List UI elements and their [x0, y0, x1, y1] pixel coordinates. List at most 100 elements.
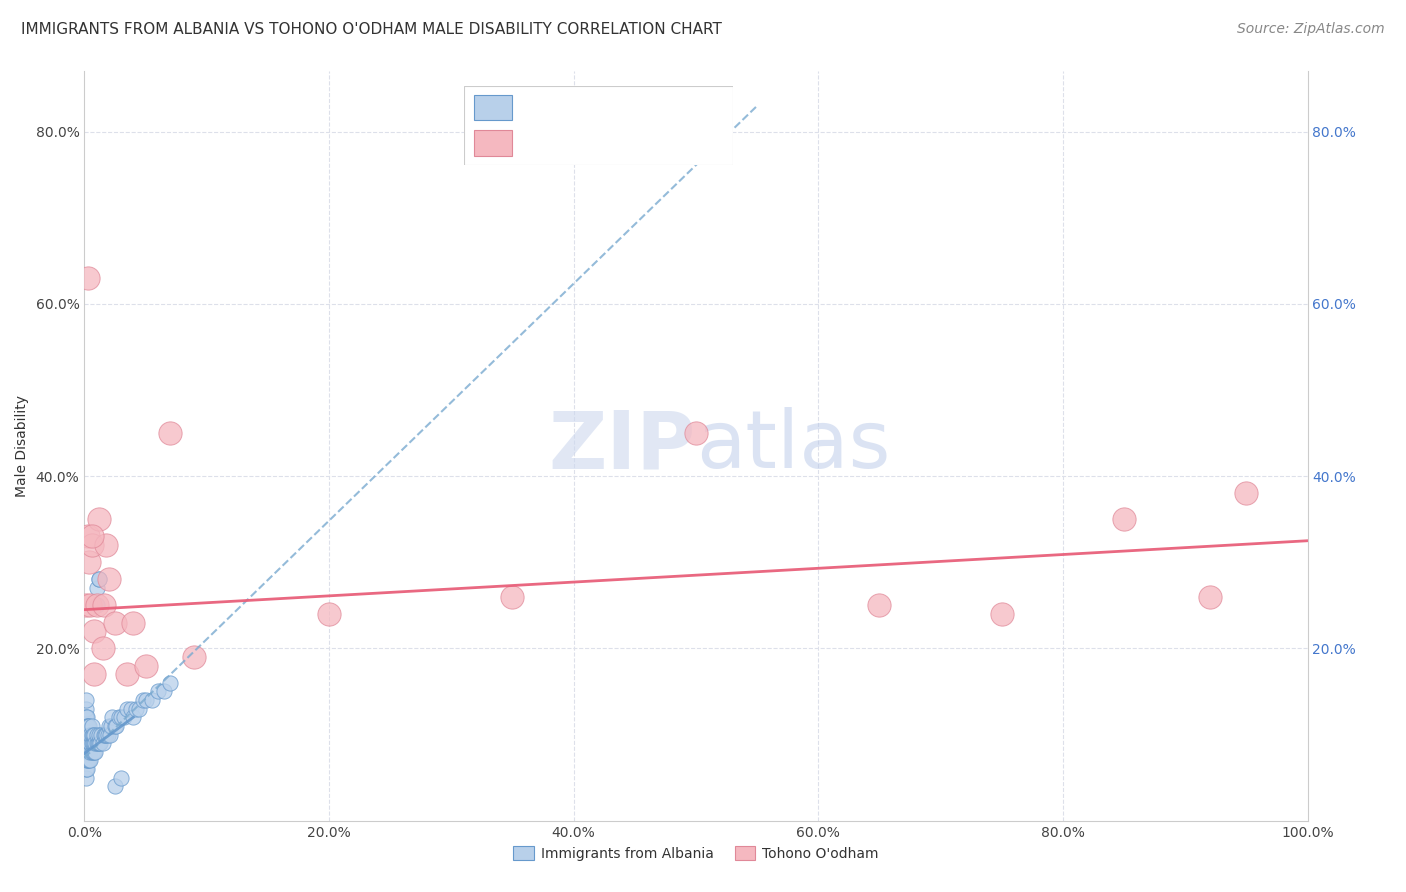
- Point: [75, 727, 97, 741]
- Point: [122, 615, 145, 630]
- Point: [146, 684, 169, 698]
- Point: [80, 736, 103, 750]
- Point: [105, 719, 128, 733]
- Point: [80, 529, 103, 543]
- Point: [75, 736, 97, 750]
- Point: [110, 771, 132, 785]
- Point: [79, 753, 101, 767]
- Point: [76, 727, 98, 741]
- Point: [76, 710, 98, 724]
- Text: IMMIGRANTS FROM ALBANIA VS TOHONO O'ODHAM MALE DISABILITY CORRELATION CHART: IMMIGRANTS FROM ALBANIA VS TOHONO O'ODHA…: [21, 22, 721, 37]
- Point: [75, 727, 97, 741]
- Point: [87, 512, 110, 526]
- Point: [75, 719, 97, 733]
- Point: [87, 736, 110, 750]
- Point: [97, 719, 120, 733]
- Point: [82, 745, 104, 759]
- Point: [1198, 590, 1220, 604]
- Y-axis label: Male Disability: Male Disability: [14, 395, 28, 497]
- Point: [128, 701, 150, 715]
- Point: [76, 762, 98, 776]
- Point: [80, 745, 103, 759]
- Point: [502, 590, 524, 604]
- Point: [76, 745, 98, 759]
- Point: [82, 736, 104, 750]
- Point: [104, 719, 127, 733]
- Point: [101, 710, 124, 724]
- Point: [82, 727, 104, 741]
- Point: [76, 736, 98, 750]
- Point: [75, 701, 97, 715]
- Point: [115, 701, 138, 715]
- Point: [76, 719, 98, 733]
- Point: [75, 753, 97, 767]
- Point: [83, 736, 105, 750]
- Point: [94, 727, 117, 741]
- Point: [120, 701, 142, 715]
- Point: [685, 426, 707, 441]
- Point: [75, 693, 97, 707]
- Point: [79, 727, 101, 741]
- Point: [75, 719, 97, 733]
- Point: [87, 736, 110, 750]
- Point: [96, 727, 118, 741]
- Point: [83, 624, 105, 639]
- Point: [77, 745, 100, 759]
- Point: [75, 719, 97, 733]
- Point: [84, 736, 107, 750]
- Point: [77, 736, 100, 750]
- Point: [86, 599, 108, 613]
- Point: [75, 736, 97, 750]
- Point: [77, 753, 100, 767]
- Point: [77, 727, 100, 741]
- Point: [75, 736, 97, 750]
- Point: [75, 727, 97, 741]
- Point: [91, 641, 114, 656]
- Point: [77, 745, 100, 759]
- Point: [75, 745, 97, 759]
- Point: [77, 719, 100, 733]
- Point: [159, 676, 181, 690]
- Point: [79, 736, 101, 750]
- Point: [83, 727, 105, 741]
- Point: [83, 745, 105, 759]
- Point: [1114, 512, 1136, 526]
- Point: [80, 727, 103, 741]
- Point: [97, 573, 120, 587]
- Point: [73, 745, 96, 759]
- Point: [84, 745, 107, 759]
- Point: [93, 727, 115, 741]
- Point: [75, 745, 97, 759]
- Point: [96, 538, 118, 552]
- Point: [76, 736, 98, 750]
- Point: [75, 599, 97, 613]
- Point: [112, 710, 135, 724]
- Point: [80, 538, 103, 552]
- Point: [107, 710, 129, 724]
- Point: [75, 727, 97, 741]
- Point: [104, 615, 127, 630]
- Point: [77, 745, 100, 759]
- Text: ZIP: ZIP: [548, 407, 696, 485]
- Point: [76, 753, 98, 767]
- Point: [86, 599, 108, 613]
- Text: atlas: atlas: [696, 407, 890, 485]
- Point: [83, 667, 105, 681]
- Point: [77, 555, 100, 569]
- Point: [104, 779, 127, 793]
- Point: [153, 684, 176, 698]
- Point: [77, 719, 100, 733]
- Point: [75, 753, 97, 767]
- Point: [77, 736, 100, 750]
- Point: [159, 426, 181, 441]
- Point: [77, 736, 100, 750]
- Point: [76, 727, 98, 741]
- Point: [91, 736, 114, 750]
- Legend: Immigrants from Albania, Tohono O'odham: Immigrants from Albania, Tohono O'odham: [508, 840, 884, 866]
- Point: [89, 736, 111, 750]
- Point: [75, 710, 97, 724]
- Point: [77, 727, 100, 741]
- Point: [98, 727, 121, 741]
- Point: [318, 607, 340, 621]
- Point: [122, 710, 145, 724]
